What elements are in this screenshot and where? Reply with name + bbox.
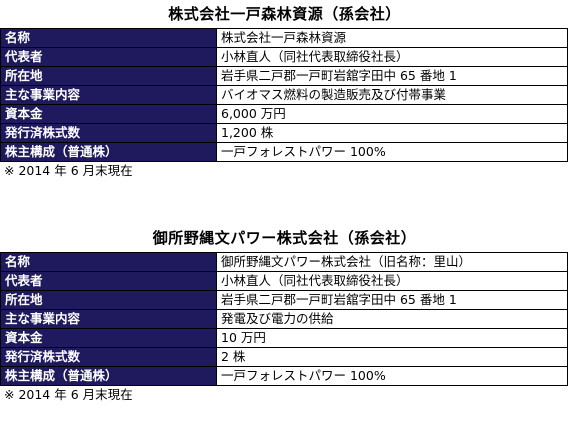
table-row: 名称 御所野縄文パワー株式会社（旧名称：里山） [0, 252, 568, 272]
table-row: 主な事業内容 バイオマス燃料の製造販売及び付帯事業 [0, 85, 568, 105]
row-label: 主な事業内容 [0, 309, 217, 329]
row-value: 6,000 万円 [216, 104, 568, 124]
company-section-ichinohe: 株式会社一戸森林資源（孫会社） 名称 株式会社一戸森林資源 代表者 小林直人（同… [0, 0, 569, 179]
row-value: 一戸フォレストパワー 100% [216, 366, 568, 386]
row-label: 資本金 [0, 104, 217, 124]
row-label: 代表者 [0, 47, 217, 67]
company-info-table: 名称 株式会社一戸森林資源 代表者 小林直人（同社代表取締役社長） 所在地 岩手… [0, 28, 568, 162]
row-label: 代表者 [0, 271, 217, 291]
row-value: 発電及び電力の供給 [216, 309, 568, 329]
row-value: 株式会社一戸森林資源 [216, 28, 568, 48]
row-value: 10 万円 [216, 328, 568, 348]
table-row: 代表者 小林直人（同社代表取締役社長） [0, 271, 568, 291]
row-label: 株主構成（普通株） [0, 142, 217, 162]
row-value: 2 株 [216, 347, 568, 367]
row-label: 名称 [0, 252, 217, 272]
table-row: 発行済株式数 1,200 株 [0, 123, 568, 143]
table-row: 所在地 岩手県二戸郡一戸町岩舘字田中 65 番地 1 [0, 290, 568, 310]
section-title: 御所野縄文パワー株式会社（孫会社） [152, 229, 417, 247]
company-section-goshono: 御所野縄文パワー株式会社（孫会社） 名称 御所野縄文パワー株式会社（旧名称：里山… [0, 224, 569, 403]
row-label: 所在地 [0, 290, 217, 310]
table-row: 株主構成（普通株） 一戸フォレストパワー 100% [0, 366, 568, 386]
row-value: バイオマス燃料の製造販売及び付帯事業 [216, 85, 568, 105]
table-row: 資本金 10 万円 [0, 328, 568, 348]
row-value: 岩手県二戸郡一戸町岩舘字田中 65 番地 1 [216, 66, 568, 86]
row-label: 発行済株式数 [0, 347, 217, 367]
row-label: 所在地 [0, 66, 217, 86]
row-value: 小林直人（同社代表取締役社長） [216, 47, 568, 67]
table-row: 所在地 岩手県二戸郡一戸町岩舘字田中 65 番地 1 [0, 66, 568, 86]
row-label: 発行済株式数 [0, 123, 217, 143]
row-label: 株主構成（普通株） [0, 366, 217, 386]
row-value: 小林直人（同社代表取締役社長） [216, 271, 568, 291]
table-row: 名称 株式会社一戸森林資源 [0, 28, 568, 48]
row-label: 主な事業内容 [0, 85, 217, 105]
row-value: 一戸フォレストパワー 100% [216, 142, 568, 162]
row-value: 御所野縄文パワー株式会社（旧名称：里山） [216, 252, 568, 272]
date-note: ※ 2014 年 6 月末現在 [4, 387, 133, 402]
table-row: 主な事業内容 発電及び電力の供給 [0, 309, 568, 329]
row-label: 名称 [0, 28, 217, 48]
row-value: 1,200 株 [216, 123, 568, 143]
section-title: 株式会社一戸森林資源（孫会社） [168, 5, 401, 23]
table-row: 株主構成（普通株） 一戸フォレストパワー 100% [0, 142, 568, 162]
table-row: 発行済株式数 2 株 [0, 347, 568, 367]
row-value: 岩手県二戸郡一戸町岩舘字田中 65 番地 1 [216, 290, 568, 310]
date-note: ※ 2014 年 6 月末現在 [4, 163, 133, 178]
company-info-table: 名称 御所野縄文パワー株式会社（旧名称：里山） 代表者 小林直人（同社代表取締役… [0, 252, 568, 386]
table-row: 代表者 小林直人（同社代表取締役社長） [0, 47, 568, 67]
row-label: 資本金 [0, 328, 217, 348]
table-row: 資本金 6,000 万円 [0, 104, 568, 124]
